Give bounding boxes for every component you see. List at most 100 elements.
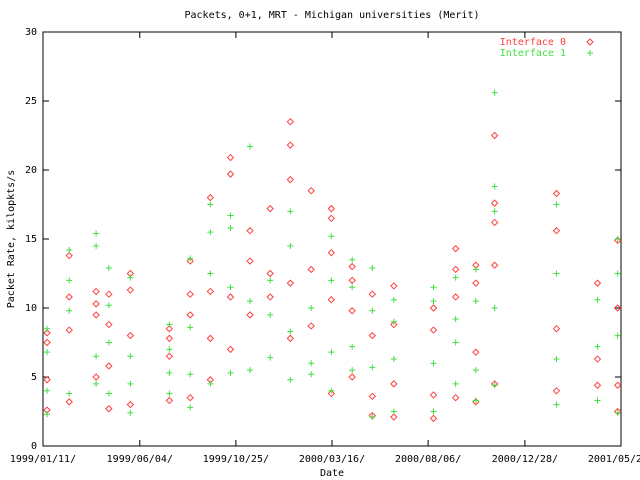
point [368, 392, 377, 401]
point [390, 318, 397, 325]
point [65, 293, 73, 301]
point [187, 255, 194, 262]
point [452, 316, 459, 323]
point [266, 204, 274, 213]
point [186, 290, 194, 298]
point [226, 153, 235, 162]
point [348, 373, 356, 381]
point [126, 286, 135, 294]
point [226, 293, 235, 301]
point [127, 274, 134, 281]
point [207, 229, 214, 236]
y-tick-label: 15 [25, 234, 37, 245]
point [226, 345, 235, 354]
y-tick-label: 25 [25, 96, 37, 107]
point [552, 324, 561, 333]
point [472, 298, 479, 305]
point [451, 265, 460, 274]
point [247, 367, 254, 374]
point [390, 380, 398, 388]
point [105, 405, 113, 413]
point [614, 409, 621, 416]
point [207, 201, 214, 208]
point [92, 373, 100, 381]
point [127, 353, 134, 360]
point [307, 186, 315, 195]
point [65, 398, 73, 406]
point [93, 230, 100, 237]
point [44, 349, 51, 356]
point [267, 277, 274, 284]
point [66, 307, 73, 314]
point [166, 346, 173, 353]
point [66, 247, 73, 254]
point [266, 293, 274, 301]
point [553, 356, 560, 363]
point [227, 212, 234, 219]
point [349, 256, 356, 263]
point [348, 276, 356, 285]
point [490, 199, 499, 207]
point [105, 390, 112, 397]
point [472, 367, 479, 374]
point [227, 224, 234, 231]
point [165, 324, 174, 333]
point [93, 242, 100, 249]
point [369, 364, 376, 371]
legend-label: Interface 0 [500, 37, 566, 48]
point [348, 262, 356, 271]
point [187, 404, 194, 411]
point [490, 131, 499, 140]
point [65, 326, 73, 334]
point [105, 362, 113, 370]
point [430, 408, 437, 415]
point [552, 387, 561, 395]
point [206, 193, 215, 202]
point [105, 320, 113, 329]
point [327, 204, 336, 213]
x-axis-label: Date [320, 468, 344, 479]
point [127, 380, 134, 387]
point [327, 296, 336, 304]
point [369, 307, 376, 314]
point [227, 284, 234, 291]
legend-label: Interface 1 [500, 48, 566, 59]
point [227, 369, 234, 376]
point [369, 414, 376, 421]
point [430, 298, 437, 305]
point [472, 279, 480, 287]
y-tick-label: 5 [31, 372, 37, 383]
point [186, 311, 194, 319]
point [44, 325, 51, 332]
point [126, 400, 135, 409]
point [166, 321, 173, 328]
point [92, 300, 100, 308]
point [105, 264, 112, 271]
point [390, 320, 398, 329]
point [246, 257, 254, 265]
point [44, 387, 51, 394]
point [452, 339, 459, 346]
x-tick-label: 1999/01/11/ [10, 454, 76, 465]
point [390, 408, 397, 415]
y-axis-label: Packet Rate, kilopkts/s [6, 170, 17, 308]
point [166, 369, 173, 376]
point [349, 343, 356, 350]
point [390, 282, 398, 290]
x-tick-label: 2000/03/16/ [299, 454, 365, 465]
x-tick-label: 1999/06/04/ [107, 454, 173, 465]
point [287, 328, 294, 335]
point [552, 189, 561, 198]
point [267, 354, 274, 361]
point [430, 284, 437, 291]
point [105, 302, 112, 309]
point [267, 311, 274, 318]
y-tick-label: 0 [31, 441, 37, 452]
point [247, 143, 254, 150]
point [490, 218, 499, 227]
point [186, 257, 194, 265]
point [390, 356, 397, 363]
point [207, 380, 214, 387]
point [187, 371, 194, 378]
